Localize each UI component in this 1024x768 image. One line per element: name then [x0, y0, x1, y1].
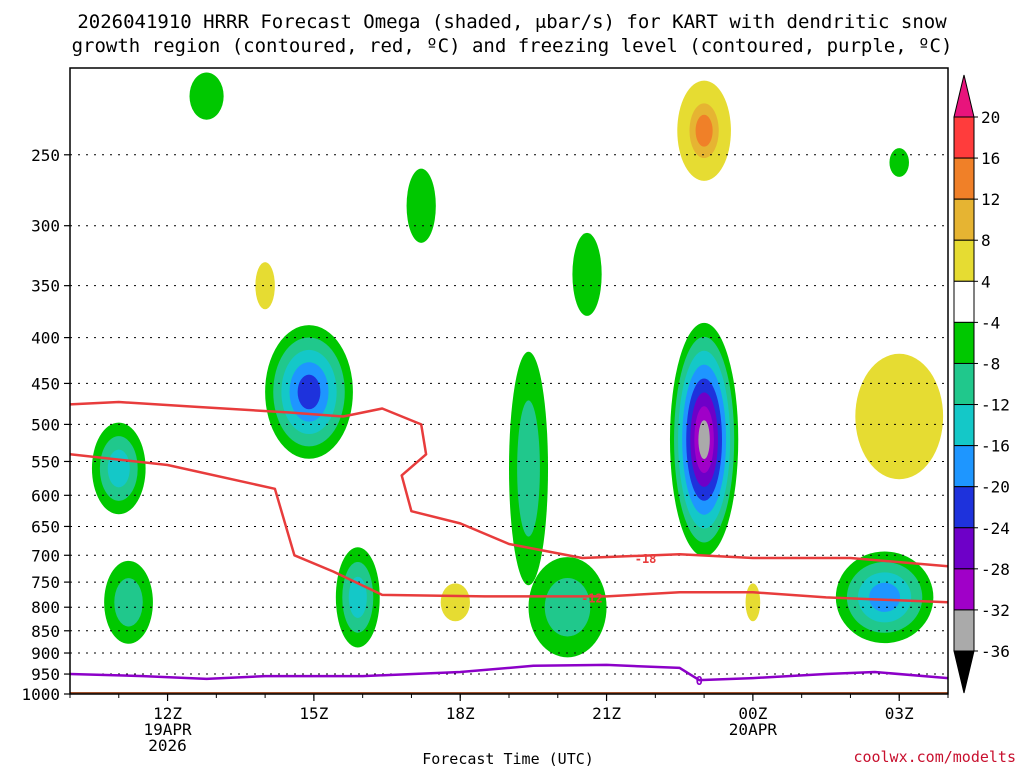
contour-line-0 — [70, 663, 948, 682]
colorbar-label-m24: -24 — [981, 519, 1010, 538]
x-axis-label: Forecast Time (UTC) — [422, 750, 594, 768]
chart-title-line-2: growth region (contoured, red, ºC) and f… — [72, 35, 953, 57]
plot-background — [70, 68, 948, 694]
y-tick-label-750: 750 — [31, 573, 60, 592]
terrain-band — [70, 692, 948, 694]
omega-area-4-level-m20 — [297, 374, 321, 410]
contour-label-m18: -18 — [635, 552, 657, 566]
omega-area-13-level-8 — [748, 591, 758, 614]
colorbar-swatch-9 — [953, 486, 975, 529]
y-tick-label-400: 400 — [31, 329, 60, 348]
colorbar-swatch-0 — [953, 116, 975, 159]
colorbar-swatch-4 — [953, 280, 975, 323]
colorbar-label-m16: -16 — [981, 437, 1010, 456]
omega-area-16-level-m4 — [889, 148, 909, 177]
y-tick-label-700: 700 — [31, 546, 60, 565]
colorbar-swatch-10 — [953, 527, 975, 570]
colorbar-bottom-triangle — [953, 650, 975, 694]
colorbar-legend: 20 16 12 8 4 -4 -8 -12 -16 -20 -24 -28 -32 -36 — [953, 74, 1010, 694]
y-tick-label-350: 350 — [31, 277, 60, 296]
colorbar-label-m32: -32 — [981, 601, 1010, 620]
y-tick-label-850: 850 — [31, 622, 60, 641]
y-tick-labels: 250 300 350 400 450 500 550 600 650 700 750 800 850 9… — [21, 146, 60, 704]
colorbar-top-triangle — [953, 74, 975, 118]
omega-area-10-level-m4 — [572, 232, 602, 316]
colorbar-label-20: 20 — [981, 108, 1000, 127]
credit-text: coolwx.com/modelts — [853, 748, 1016, 766]
colorbar-label-m4: -4 — [981, 313, 1000, 332]
colorbar-swatch-2 — [953, 198, 975, 241]
y-tick-label-650: 650 — [31, 517, 60, 536]
omega-area-8-level-m8 — [517, 400, 540, 537]
x-tick-label-12Z: 12Z — [153, 704, 182, 723]
temperature-contours: -12 -18 0 — [70, 400, 948, 688]
y-tick-label-1000: 1000 — [21, 685, 60, 704]
omega-area-0-level-m12 — [107, 449, 130, 488]
x-tick-date-00Z: 20APR — [729, 720, 778, 739]
omega-area-6-level-m4 — [406, 168, 436, 243]
y-tick-label-900: 900 — [31, 644, 60, 663]
omega-area-11-level-m32 — [698, 420, 710, 460]
plot-area — [70, 68, 948, 694]
x-tick-label-18Z: 18Z — [446, 704, 475, 723]
chart-title-line-1: 2026041910 HRRR Forecast Omega (shaded, … — [77, 11, 947, 33]
omega-area-5-level-m12 — [348, 576, 367, 618]
x-tick-label-15Z: 15Z — [299, 704, 328, 723]
colorbar-label-16: 16 — [981, 149, 1000, 168]
colorbar-label-8: 8 — [981, 231, 991, 250]
colorbar-label-m8: -8 — [981, 354, 1000, 373]
omega-area-15-level-8 — [873, 379, 925, 454]
y-tick-label-300: 300 — [31, 217, 60, 236]
colorbar-label-12: 12 — [981, 190, 1000, 209]
colorbar-label-m12: -12 — [981, 396, 1010, 415]
omega-area-2-level-m4 — [189, 72, 224, 120]
omega-area-1-level-m8 — [114, 578, 143, 627]
omega-area-12-level-16 — [695, 114, 713, 147]
contour-label-m12: -12 — [581, 591, 603, 605]
contour-label-0: 0 — [696, 674, 703, 688]
x-tick-label-03Z: 03Z — [885, 704, 914, 723]
y-tick-label-500: 500 — [31, 415, 60, 434]
axes — [64, 67, 949, 701]
contour-line-m18 — [70, 400, 948, 568]
x-tick-year-12Z: 2026 — [148, 736, 187, 755]
colorbar-label-m28: -28 — [981, 560, 1010, 579]
colorbar-swatch-6 — [953, 362, 975, 406]
y-tick-label-950: 950 — [31, 665, 60, 684]
y-tick-label-550: 550 — [31, 452, 60, 471]
colorbar-swatch-11 — [953, 568, 975, 611]
y-tick-label-450: 450 — [31, 374, 60, 393]
y-tick-label-800: 800 — [31, 598, 60, 617]
colorbar-swatch-5 — [953, 321, 975, 364]
colorbar-label-m36: -36 — [981, 642, 1010, 661]
colorbar-label-4: 4 — [981, 272, 991, 291]
terrain-fill — [70, 692, 948, 694]
colorbar-swatch-7 — [953, 404, 975, 447]
colorbar-swatch-12 — [953, 609, 975, 652]
x-tick-label-00Z: 00Z — [738, 704, 767, 723]
colorbar-label-m20: -20 — [981, 478, 1010, 497]
colorbar-swatch-3 — [953, 239, 975, 282]
omega-area-7-level-8 — [446, 591, 464, 614]
x-tick-label-21Z: 21Z — [592, 704, 621, 723]
colorbar-swatch-8 — [953, 445, 975, 488]
y-tick-label-600: 600 — [31, 486, 60, 505]
omega-area-3-level-4 — [255, 262, 275, 310]
colorbar-swatch-1 — [953, 157, 975, 200]
omega-shading — [91, 72, 944, 658]
y-tick-label-250: 250 — [31, 146, 60, 165]
omega-area-14-level-m16 — [869, 582, 901, 612]
contour-line-m12 — [70, 453, 948, 604]
x-tick-date-12Z: 19APR — [143, 720, 192, 739]
